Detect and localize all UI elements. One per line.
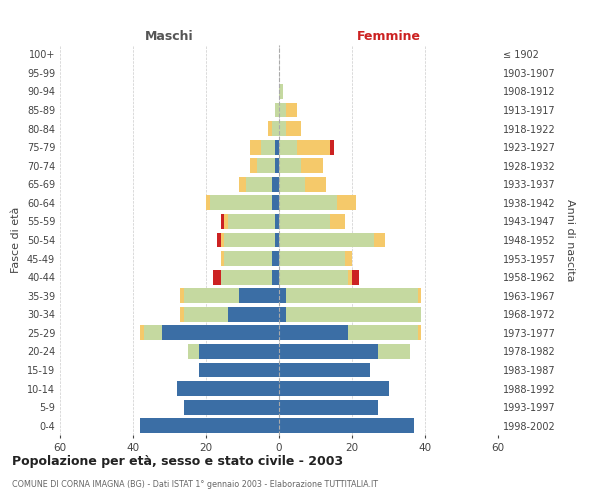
- Bar: [279, 344, 377, 359]
- Bar: [377, 344, 410, 359]
- Bar: [330, 140, 334, 154]
- Text: Femmine: Femmine: [356, 30, 421, 43]
- Bar: [279, 362, 370, 378]
- Text: Maschi: Maschi: [145, 30, 194, 43]
- Bar: [250, 158, 257, 173]
- Y-axis label: Anni di nascita: Anni di nascita: [565, 198, 575, 281]
- Bar: [239, 177, 246, 192]
- Bar: [209, 196, 272, 210]
- Bar: [177, 381, 279, 396]
- Bar: [275, 232, 279, 248]
- Bar: [279, 140, 297, 154]
- Bar: [199, 362, 279, 378]
- Bar: [352, 270, 359, 284]
- Bar: [279, 381, 389, 396]
- Bar: [275, 140, 279, 154]
- Bar: [272, 121, 279, 136]
- Bar: [140, 418, 279, 433]
- Bar: [184, 400, 279, 414]
- Bar: [261, 140, 275, 154]
- Bar: [184, 288, 239, 303]
- Bar: [349, 326, 418, 340]
- Y-axis label: Fasce di età: Fasce di età: [11, 207, 21, 273]
- Bar: [275, 102, 279, 118]
- Bar: [257, 158, 275, 173]
- Bar: [214, 270, 221, 284]
- Bar: [272, 270, 279, 284]
- Bar: [279, 84, 283, 99]
- Bar: [374, 232, 385, 248]
- Bar: [286, 307, 421, 322]
- Bar: [349, 270, 352, 284]
- Bar: [337, 196, 356, 210]
- Bar: [228, 214, 275, 229]
- Bar: [162, 326, 279, 340]
- Bar: [275, 158, 279, 173]
- Bar: [228, 307, 279, 322]
- Bar: [275, 214, 279, 229]
- Bar: [305, 177, 326, 192]
- Bar: [184, 307, 228, 322]
- Bar: [272, 196, 279, 210]
- Bar: [279, 177, 305, 192]
- Bar: [279, 418, 414, 433]
- Bar: [224, 232, 275, 248]
- Bar: [279, 102, 286, 118]
- Bar: [268, 121, 272, 136]
- Bar: [224, 251, 272, 266]
- Bar: [188, 344, 199, 359]
- Text: Popolazione per età, sesso e stato civile - 2003: Popolazione per età, sesso e stato civil…: [12, 455, 343, 468]
- Bar: [418, 288, 421, 303]
- Bar: [279, 326, 349, 340]
- Bar: [221, 214, 224, 229]
- Bar: [279, 121, 286, 136]
- Bar: [181, 288, 184, 303]
- Bar: [206, 196, 209, 210]
- Bar: [144, 326, 162, 340]
- Bar: [301, 158, 323, 173]
- Bar: [246, 177, 272, 192]
- Bar: [286, 121, 301, 136]
- Bar: [344, 251, 352, 266]
- Bar: [279, 270, 349, 284]
- Bar: [221, 232, 224, 248]
- Text: COMUNE DI CORNA IMAGNA (BG) - Dati ISTAT 1° gennaio 2003 - Elaborazione TUTTITAL: COMUNE DI CORNA IMAGNA (BG) - Dati ISTAT…: [12, 480, 378, 489]
- Bar: [272, 251, 279, 266]
- Bar: [217, 232, 221, 248]
- Bar: [279, 158, 301, 173]
- Bar: [221, 251, 224, 266]
- Bar: [199, 344, 279, 359]
- Bar: [279, 251, 344, 266]
- Bar: [330, 214, 345, 229]
- Bar: [297, 140, 330, 154]
- Bar: [279, 307, 286, 322]
- Bar: [250, 140, 261, 154]
- Bar: [221, 270, 272, 284]
- Bar: [418, 326, 421, 340]
- Bar: [181, 307, 184, 322]
- Bar: [272, 177, 279, 192]
- Bar: [279, 400, 377, 414]
- Bar: [279, 214, 330, 229]
- Bar: [286, 288, 418, 303]
- Bar: [286, 102, 297, 118]
- Bar: [279, 196, 337, 210]
- Bar: [279, 288, 286, 303]
- Bar: [140, 326, 144, 340]
- Bar: [279, 232, 374, 248]
- Bar: [224, 214, 228, 229]
- Bar: [239, 288, 279, 303]
